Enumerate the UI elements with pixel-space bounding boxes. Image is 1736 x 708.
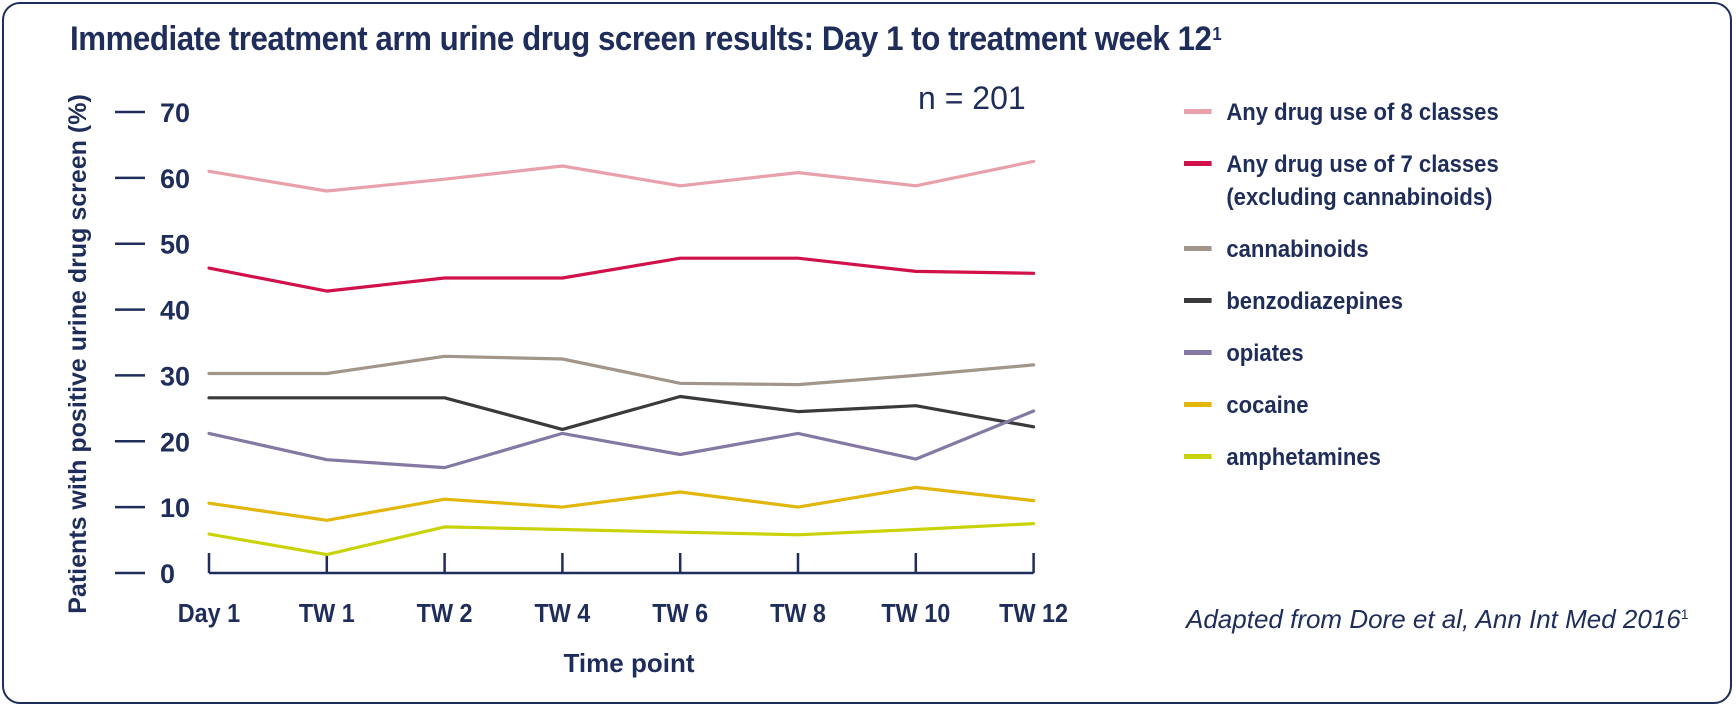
x-axis-label: Time point (564, 648, 695, 678)
x-tick-label: TW 1 (299, 600, 355, 628)
legend-item: cocaine (1184, 389, 1662, 422)
x-tick-label: TW 12 (999, 600, 1068, 628)
y-tick-label: 0 (160, 559, 175, 589)
legend-label: Any drug use of 7 classes (1226, 151, 1499, 178)
x-axis: Day 1 TW 1 TW 2 TW 4 TW 6 TW 8 TW 10 TW 12 (178, 553, 1068, 628)
y-axis: 0 10 20 30 40 50 60 70 (115, 98, 190, 589)
title-footnote-marker: 1 (1212, 24, 1222, 44)
legend-swatch (1184, 350, 1212, 355)
series-line-any-drug-use-of-8-classes (207, 159, 1036, 193)
series-lines (207, 159, 1036, 557)
legend-item: Any drug use of 8 classes (1184, 96, 1662, 129)
source-citation: Adapted from Dore et al, Ann Int Med 201… (1186, 604, 1689, 635)
legend-item: cannabinoids (1184, 233, 1662, 266)
legend-item: benzodiazepines (1184, 285, 1662, 318)
legend-label: benzodiazepines (1226, 288, 1404, 315)
y-tick-label: 10 (160, 493, 190, 523)
chart-legend: Any drug use of 8 classes Any drug use of… (1184, 96, 1704, 493)
series-line-amphetamines (207, 521, 1036, 557)
y-tick-label: 50 (160, 230, 190, 260)
x-tick-label: TW 4 (534, 600, 590, 628)
y-tick-label: 40 (160, 296, 190, 326)
legend-item: Any drug use of 7 classes (excluding cann… (1184, 148, 1662, 214)
y-axis-label: Patients with positive urine drug screen… (64, 94, 92, 614)
x-tick-label: TW 6 (652, 600, 708, 628)
y-tick-label: 70 (160, 98, 190, 128)
legend-swatch (1184, 298, 1212, 303)
legend-label: cannabinoids (1226, 236, 1369, 263)
legend-swatch (1184, 402, 1212, 407)
x-tick-label: TW 2 (417, 600, 473, 628)
x-tick-label: Day 1 (178, 600, 241, 628)
legend-label: Any drug use of 8 classes (1226, 99, 1499, 126)
x-tick-label: TW 8 (770, 600, 826, 628)
series-line-cannabinoids (207, 354, 1036, 387)
legend-swatch (1184, 454, 1212, 459)
legend-item: amphetamines (1184, 441, 1662, 474)
source-footnote-marker: 1 (1680, 606, 1689, 622)
legend-swatch (1184, 109, 1212, 114)
chart-title-text: Immediate treatment arm urine drug scree… (70, 20, 1212, 58)
legend-item: opiates (1184, 337, 1662, 370)
legend-swatch (1184, 161, 1212, 166)
x-tick-label: TW 10 (881, 600, 950, 628)
chart-title: Immediate treatment arm urine drug scree… (70, 20, 1222, 59)
sample-size-label: n = 201 (918, 80, 1026, 116)
legend-label-continued: (excluding cannabinoids) (1226, 184, 1493, 211)
y-tick-label: 20 (160, 427, 190, 457)
legend-swatch (1184, 246, 1212, 251)
legend-label: cocaine (1226, 392, 1309, 419)
legend-label: amphetamines (1226, 444, 1381, 471)
legend-label: opiates (1226, 340, 1304, 367)
series-line-any-drug-use-of-7-classes-excluding-cannabinoids (207, 256, 1036, 293)
series-line-opiates (207, 409, 1036, 470)
source-citation-text: Adapted from Dore et al, Ann Int Med 201… (1186, 604, 1681, 634)
y-tick-label: 30 (160, 361, 190, 391)
series-line-benzodiazepines (207, 394, 1036, 431)
series-line-cocaine (207, 485, 1036, 522)
y-tick-label: 60 (160, 164, 190, 194)
